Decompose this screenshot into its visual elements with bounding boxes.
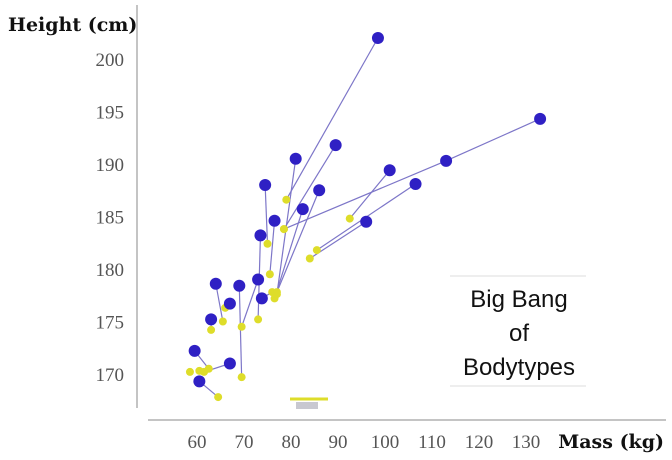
y-axis-title: Height (cm)	[8, 14, 137, 36]
x-tick-label: 100	[371, 432, 400, 453]
y-tick-label: 170	[96, 365, 125, 386]
blue-point	[360, 215, 373, 228]
blue-point	[409, 177, 422, 190]
data-markers	[185, 32, 547, 402]
blue-point	[193, 375, 206, 388]
connection-lines	[194, 37, 541, 398]
x-tick-label: 120	[465, 432, 494, 453]
connection-line	[215, 283, 224, 322]
connection-line	[285, 37, 379, 200]
x-tick-label: 110	[418, 432, 446, 453]
blue-point	[254, 229, 267, 242]
x-tick-labels: 60 70 80 90 100 110 120 130	[188, 432, 541, 453]
connection-line	[283, 160, 447, 230]
yellow-point	[185, 367, 194, 376]
y-tick-label: 180	[96, 260, 125, 281]
yellow-point	[195, 366, 204, 375]
yellow-point	[265, 270, 274, 279]
connection-line	[269, 220, 276, 275]
yellow-point	[237, 373, 246, 382]
blue-point	[259, 179, 272, 191]
blue-point	[534, 112, 547, 125]
blue-point	[296, 203, 309, 216]
connection-line	[445, 118, 541, 162]
yellow-point	[305, 254, 314, 263]
blue-point	[289, 152, 302, 165]
blue-point	[223, 297, 236, 310]
yellow-point	[279, 225, 288, 234]
blue-point	[188, 344, 201, 357]
blue-point	[252, 273, 265, 286]
connection-line	[264, 184, 269, 244]
blue-point	[233, 279, 246, 292]
yellow-point	[272, 290, 281, 299]
y-tick-label: 185	[96, 208, 125, 229]
y-tick-label: 200	[96, 50, 125, 71]
blue-point	[371, 32, 384, 44]
yellow-point	[312, 246, 321, 255]
x-tick-label: 80	[282, 432, 301, 453]
blue-point	[268, 214, 281, 227]
x-axis-title: Mass (kg)	[558, 431, 664, 453]
annotation-line-2: of	[509, 320, 529, 347]
connection-line	[283, 144, 337, 230]
yellow-point	[282, 195, 291, 204]
y-tick-labels: 170 175 180 185 190 195 200	[96, 50, 125, 386]
blue-point	[223, 357, 236, 370]
yellow-point	[254, 315, 263, 324]
annotation-line-1: Big Bang	[470, 286, 567, 313]
blue-point	[329, 139, 342, 152]
connection-line	[273, 208, 304, 299]
x-tick-label: 60	[188, 432, 207, 453]
x-tick-label: 130	[512, 432, 541, 453]
annotation-line-3: Bodytypes	[463, 354, 575, 381]
y-tick-label: 195	[96, 103, 125, 124]
y-tick-label: 175	[96, 313, 125, 334]
yellow-point	[207, 325, 216, 334]
connection-line	[276, 190, 320, 293]
y-tick-label: 190	[96, 155, 125, 176]
yellow-point	[345, 214, 354, 223]
yellow-point	[218, 317, 227, 326]
blue-point	[313, 184, 326, 197]
connection-line	[241, 279, 259, 327]
blue-point	[209, 277, 222, 290]
blue-point	[440, 154, 453, 167]
blue-point	[255, 292, 268, 305]
x-tick-label: 90	[329, 432, 348, 453]
blue-point	[205, 313, 218, 326]
connection-line	[349, 169, 391, 219]
yellow-point	[214, 393, 223, 402]
x-tick-label: 70	[235, 432, 254, 453]
overlap-marker-cluster	[290, 397, 328, 409]
yellow-point	[263, 239, 272, 248]
yellow-point	[237, 322, 246, 331]
blue-point	[383, 164, 396, 177]
connection-line	[238, 285, 243, 378]
